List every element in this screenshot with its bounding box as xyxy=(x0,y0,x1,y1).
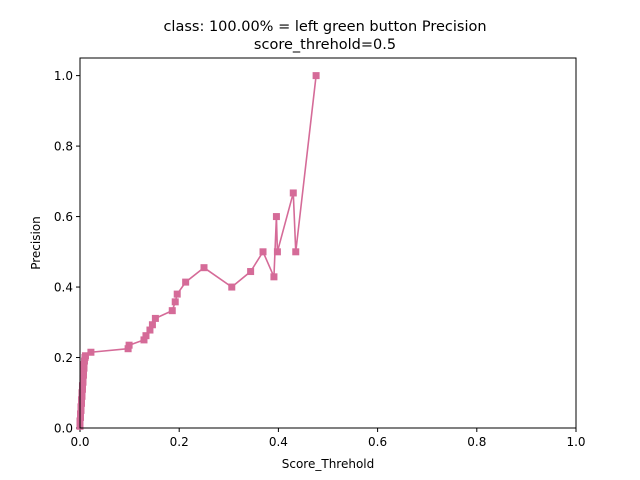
data-point xyxy=(228,283,236,291)
data-point xyxy=(79,375,87,383)
data-point xyxy=(124,345,132,353)
y-tick-label: 0.6 xyxy=(54,210,73,224)
data-point xyxy=(78,392,86,400)
data-point xyxy=(80,361,88,369)
x-tick-label: 1.0 xyxy=(566,435,585,449)
y-axis-ticks: 0.0 0.2 0.4 0.6 0.8 1.0 xyxy=(54,69,80,436)
data-point xyxy=(77,403,85,411)
data-point xyxy=(151,314,159,322)
x-tick-label: 0.4 xyxy=(269,435,288,449)
y-axis-label: Precision xyxy=(29,216,43,270)
data-point xyxy=(78,385,86,393)
data-point xyxy=(77,406,85,414)
data-point xyxy=(79,368,87,376)
data-point xyxy=(80,357,88,365)
y-tick-label: 0.8 xyxy=(54,140,73,154)
data-point xyxy=(272,213,280,221)
data-point xyxy=(171,298,179,306)
data-point xyxy=(77,396,85,404)
data-point xyxy=(312,72,320,80)
x-axis-ticks: 0.0 0.2 0.4 0.6 0.8 1.0 xyxy=(70,428,586,449)
y-tick-label: 0.2 xyxy=(54,351,73,365)
data-point xyxy=(80,364,88,372)
x-tick-label: 0.2 xyxy=(170,435,189,449)
data-point xyxy=(289,189,297,197)
y-tick-label: 0.4 xyxy=(54,281,73,295)
data-point xyxy=(87,348,95,356)
data-point xyxy=(78,382,86,390)
data-point xyxy=(142,332,150,340)
data-point xyxy=(77,399,85,407)
data-point xyxy=(247,268,255,276)
data-point xyxy=(79,378,87,386)
plot-area xyxy=(80,58,576,428)
data-point xyxy=(125,341,133,349)
data-point xyxy=(148,321,156,329)
x-tick-label: 0.8 xyxy=(467,435,486,449)
data-point xyxy=(78,389,86,397)
chart-title: class: 100.00% = left green button Preci… xyxy=(163,19,486,35)
data-point xyxy=(140,336,148,344)
x-tick-label: 0.0 xyxy=(70,435,89,449)
data-point xyxy=(270,273,278,281)
data-point xyxy=(182,278,190,286)
data-point xyxy=(79,371,87,379)
x-axis-label: Score_Threhold xyxy=(282,457,375,471)
plot-frame xyxy=(79,57,577,429)
x-tick-label: 0.6 xyxy=(368,435,387,449)
chart-subtitle: score_threhold=0.5 xyxy=(254,37,396,53)
data-point xyxy=(273,248,281,256)
y-tick-label: 0.0 xyxy=(54,422,73,436)
data-point xyxy=(146,326,154,334)
data-point xyxy=(200,264,208,272)
data-point xyxy=(292,248,300,256)
data-point xyxy=(81,352,89,360)
y-tick-label: 1.0 xyxy=(54,69,73,83)
data-point xyxy=(259,248,267,256)
data-point xyxy=(173,290,181,298)
data-point xyxy=(168,307,176,315)
